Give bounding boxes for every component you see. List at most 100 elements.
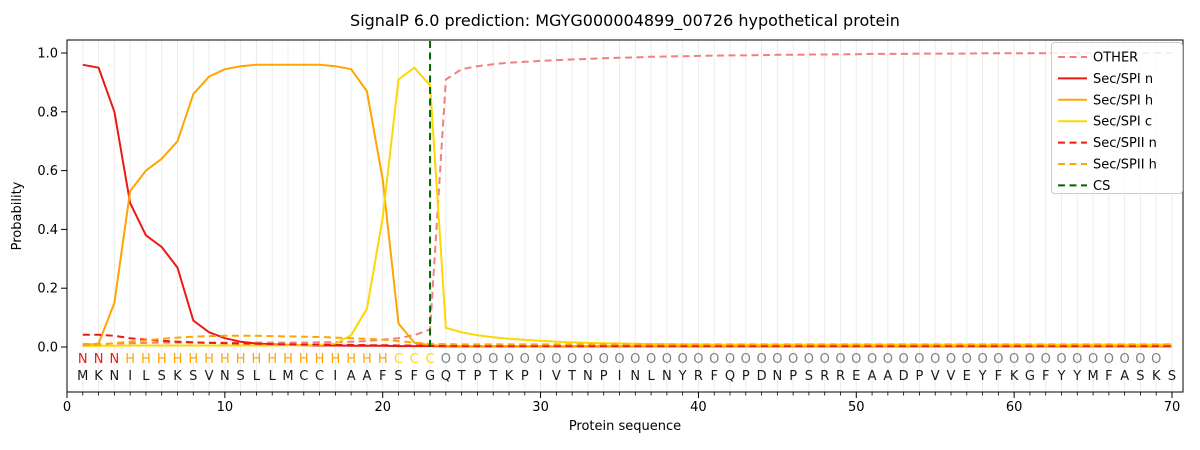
sequence-letter: P [789, 369, 797, 384]
sequence-letter: P [600, 369, 608, 384]
series-line-sec-spi-n [82, 63, 1172, 348]
x-tick-label: 60 [1006, 400, 1023, 415]
annotation-letter: O [772, 352, 782, 367]
sequence-letter: L [647, 369, 655, 384]
sequence-letter: A [868, 369, 877, 384]
sequence-letter: A [1120, 369, 1129, 384]
legend-item-other: OTHER [1058, 51, 1138, 66]
annotation-letter: O [914, 352, 924, 367]
sequence-letter: Y [978, 369, 987, 384]
annotation-letter: H [173, 352, 183, 367]
sequence-letters-layer: NMNKNNHIHLHSHKHSHVHNHSHLHLHMHCHCHIHAHAHF… [77, 352, 1176, 384]
chart-title: SignalP 6.0 prediction: MGYG000004899_00… [350, 11, 900, 31]
annotation-letter: N [94, 352, 104, 367]
sequence-letter: M [1087, 369, 1098, 384]
series-line-sec-spi-h [82, 63, 1172, 348]
sequence-letter: A [883, 369, 892, 384]
sequence-letter: M [77, 369, 88, 384]
sequence-letter: K [505, 369, 514, 384]
sequence-letter: N [109, 369, 119, 384]
sequence-letter: V [931, 369, 940, 384]
legend-item-sec-spii-h: Sec/SPII h [1058, 158, 1157, 173]
annotation-letter: O [725, 352, 735, 367]
sequence-letter: N [662, 369, 672, 384]
sequence-letter: I [539, 369, 543, 384]
annotation-letter: O [962, 352, 972, 367]
sequence-letter: S [158, 369, 166, 384]
sequence-letter: G [425, 369, 435, 384]
sequence-letter: I [333, 369, 337, 384]
annotation-letter: H [267, 352, 277, 367]
annotation-letter: H [330, 352, 340, 367]
y-tick-label: 0.4 [37, 223, 58, 238]
legend-label: CS [1093, 179, 1110, 194]
legend-item-sec-spi-c: Sec/SPI c [1058, 115, 1152, 130]
sequence-letter: F [1105, 369, 1112, 384]
legend-item-sec-spii-n: Sec/SPII n [1058, 136, 1157, 151]
annotation-letter: O [867, 352, 877, 367]
y-axis-label: Probability [10, 181, 25, 250]
annotation-letter: O [1088, 352, 1098, 367]
annotation-letter: H [283, 352, 293, 367]
sequence-letter: P [742, 369, 750, 384]
sequence-letter: C [315, 369, 324, 384]
annotation-letter: O [441, 352, 451, 367]
sequence-letter: D [757, 369, 767, 384]
sequence-letter: L [142, 369, 150, 384]
sequence-letter: P [521, 369, 529, 384]
annotation-letter: O [678, 352, 688, 367]
legend: OTHER Sec/SPI n Sec/SPI h Sec/SPI c Sec/SPII… [1051, 42, 1183, 194]
sequence-letter: L [269, 369, 277, 384]
sequence-letter: R [836, 369, 845, 384]
x-tick-label: 30 [532, 400, 549, 415]
annotation-letter: C [426, 352, 435, 367]
sequence-letter: F [411, 369, 418, 384]
legend-item-sec-spi-h: Sec/SPI h [1058, 93, 1153, 108]
y-tick-label: 0.8 [37, 105, 58, 120]
legend-label: Sec/SPI c [1093, 115, 1152, 130]
y-tick-label: 0.2 [37, 282, 58, 297]
annotation-letter: O [1009, 352, 1019, 367]
sequence-letter: P [474, 369, 482, 384]
annotation-letter: O [930, 352, 940, 367]
annotation-letter: O [1072, 352, 1082, 367]
annotation-letter: H [346, 352, 356, 367]
sequence-letter: Y [1057, 369, 1066, 384]
sequence-letter: V [947, 369, 956, 384]
sequence-letter: E [852, 369, 860, 384]
plot-border [66, 39, 1184, 393]
annotation-letter: N [78, 352, 88, 367]
annotation-letter: N [109, 352, 119, 367]
annotation-letter: H [220, 352, 230, 367]
legend-label: Sec/SPI h [1093, 93, 1153, 108]
sequence-letter: S [805, 369, 813, 384]
series-line-sec-spii-n [82, 333, 1172, 348]
annotation-letter: O [488, 352, 498, 367]
annotation-letter: O [756, 352, 766, 367]
annotation-letter: O [662, 352, 672, 367]
annotation-letter: C [410, 352, 419, 367]
sequence-letter: Y [678, 369, 687, 384]
annotation-letter: O [1135, 352, 1145, 367]
annotation-letter: O [614, 352, 624, 367]
legend-item-sec-spi-n: Sec/SPI n [1058, 72, 1153, 87]
y-tick-label: 0.0 [37, 341, 58, 356]
legend-label: Sec/SPII n [1093, 136, 1157, 151]
sequence-letter: P [916, 369, 924, 384]
sequence-letter: L [253, 369, 261, 384]
annotation-letter: H [378, 352, 388, 367]
annotation-letter: O [693, 352, 703, 367]
sequence-letter: Q [725, 369, 735, 384]
annotation-letter: H [299, 352, 309, 367]
annotation-letter: O [977, 352, 987, 367]
annotation-letter: H [236, 352, 246, 367]
annotation-letter: O [741, 352, 751, 367]
annotation-letter: O [583, 352, 593, 367]
sequence-letter: S [189, 369, 197, 384]
sequence-letter: Q [441, 369, 451, 384]
sequence-letter: R [694, 369, 703, 384]
annotation-letter: O [646, 352, 656, 367]
series-line-sec-spii-h [82, 334, 1172, 347]
legend-label: Sec/SPII h [1093, 158, 1157, 173]
